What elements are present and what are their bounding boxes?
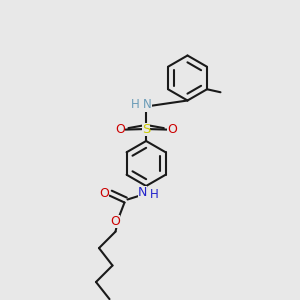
- Text: S: S: [142, 122, 150, 136]
- Text: H: H: [131, 98, 140, 111]
- Text: H: H: [150, 188, 159, 201]
- Text: O: O: [115, 123, 125, 136]
- Text: N: N: [143, 98, 152, 112]
- Text: O: O: [167, 123, 177, 136]
- Text: O: O: [99, 187, 109, 200]
- Text: O: O: [110, 214, 120, 228]
- Text: N: N: [138, 186, 147, 199]
